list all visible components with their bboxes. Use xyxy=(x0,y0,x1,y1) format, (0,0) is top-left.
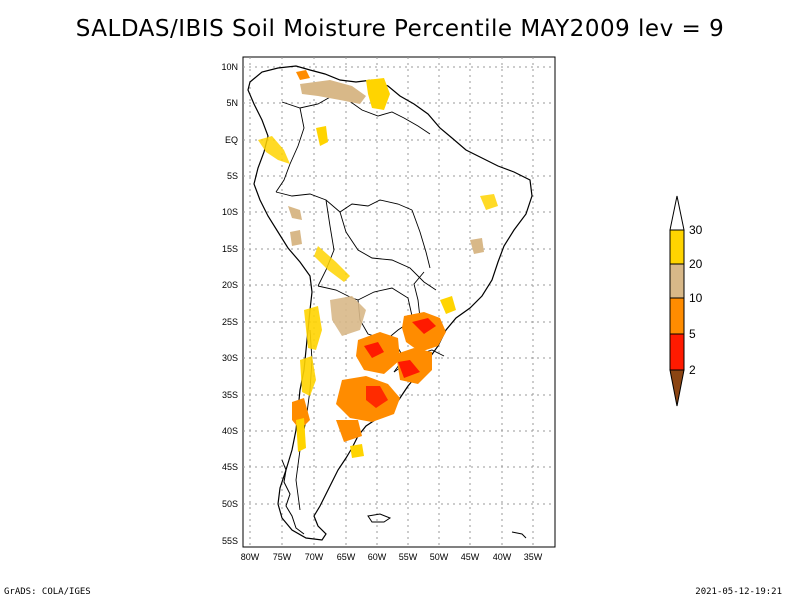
color-legend xyxy=(669,195,685,407)
legend-label: 10 xyxy=(689,291,703,305)
y-tick: 5N xyxy=(226,98,238,108)
y-tick: EQ xyxy=(225,135,238,145)
y-tick: 25S xyxy=(222,317,238,327)
legend-bottom-arrow xyxy=(669,369,685,407)
percentile-patches xyxy=(258,70,498,458)
legend-top-arrow xyxy=(669,195,685,231)
footer-timestamp: 2021-05-12-19:21 xyxy=(695,587,782,597)
grid-lines xyxy=(243,57,555,547)
y-tick: 50S xyxy=(222,499,238,509)
x-axis-ticks: 80W 75W 70W 65W 60W 55W 50W 45W 40W 35W xyxy=(241,552,543,562)
y-tick: 40S xyxy=(222,426,238,436)
legend-swatch-2-5 xyxy=(669,333,685,371)
y-tick: 15S xyxy=(222,244,238,254)
y-tick: 55S xyxy=(222,536,238,546)
legend-label: 5 xyxy=(689,327,696,341)
legend-label: 20 xyxy=(689,257,703,271)
plot-frame xyxy=(242,56,556,548)
y-tick: 10N xyxy=(221,62,238,72)
y-tick: 20S xyxy=(222,280,238,290)
y-tick: 30S xyxy=(222,353,238,363)
map-title: SALDAS/IBIS Soil Moisture Percentile MAY… xyxy=(75,16,725,42)
x-tick: 80W xyxy=(241,552,260,562)
legend-swatch-10-20 xyxy=(669,263,685,299)
legend-swatch-20-30 xyxy=(669,229,685,265)
island-fragments xyxy=(281,459,527,539)
x-tick: 60W xyxy=(368,552,387,562)
x-tick: 50W xyxy=(430,552,449,562)
footer-credit: GrADS: COLA/IGES xyxy=(4,587,91,597)
legend-labels: 30 20 10 5 2 xyxy=(689,223,703,377)
legend-label: 30 xyxy=(689,223,703,237)
continent-outline xyxy=(247,65,533,541)
x-tick: 45W xyxy=(461,552,480,562)
y-tick: 10S xyxy=(222,207,238,217)
x-tick: 35W xyxy=(524,552,543,562)
x-tick: 65W xyxy=(337,552,356,562)
y-tick: 35S xyxy=(222,390,238,400)
x-tick: 55W xyxy=(399,552,418,562)
x-tick: 75W xyxy=(273,552,292,562)
x-tick: 40W xyxy=(493,552,512,562)
y-axis-ticks: 10N 5N EQ 5S 10S 15S 20S 25S 30S 35S 40S… xyxy=(221,62,238,546)
y-tick: 5S xyxy=(227,171,238,181)
legend-label: 2 xyxy=(689,363,696,377)
x-tick: 70W xyxy=(305,552,324,562)
y-tick: 45S xyxy=(222,462,238,472)
legend-swatch-5-10 xyxy=(669,297,685,335)
